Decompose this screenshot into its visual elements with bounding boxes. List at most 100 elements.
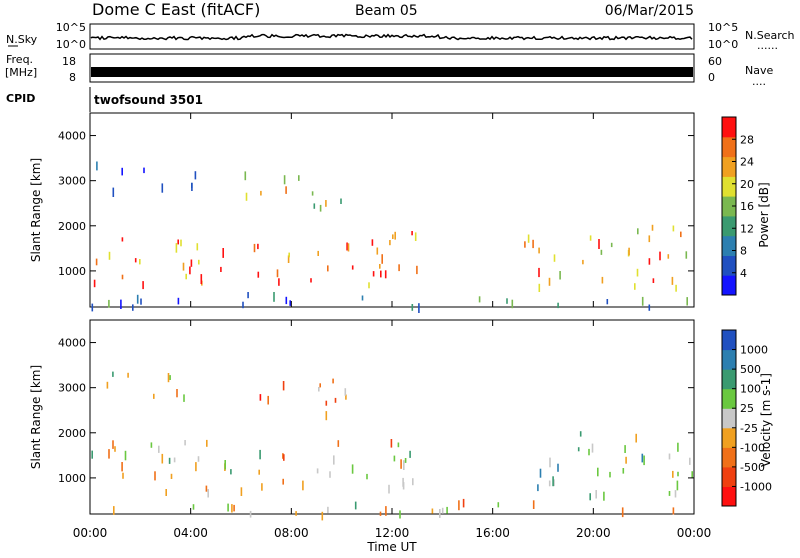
echo-cell <box>192 504 195 510</box>
noise-strip-frame <box>89 23 695 50</box>
echo-cell <box>552 476 554 487</box>
colorbar-segment <box>722 255 736 276</box>
echo-cell <box>446 506 448 514</box>
freq-tick-top: 18 <box>62 55 76 68</box>
echo-cell <box>207 489 209 498</box>
colorbar-segment <box>722 330 736 351</box>
echo-cell <box>319 383 321 388</box>
velocity-panel: 1000 2000 3000 4000 Slant Range [km] 1000 50… <box>29 319 773 521</box>
colorbar-segment <box>722 427 736 448</box>
colorbar-segment <box>722 408 736 429</box>
echo-cell <box>361 295 364 301</box>
echo-cell <box>96 161 98 171</box>
freq-tick-bottom: 8 <box>69 71 76 84</box>
echo-cell <box>114 446 116 452</box>
velocity-panel-frame <box>89 319 695 515</box>
echo-cell <box>441 507 444 514</box>
frequency-strip-frame <box>89 53 695 83</box>
echo-cell <box>676 480 679 491</box>
echo-cell <box>121 237 124 242</box>
echo-cell <box>390 439 393 448</box>
echo-cell <box>298 175 300 181</box>
echo-cell <box>597 467 599 477</box>
date-label: 06/Mar/2015 <box>605 3 694 19</box>
echo-cell <box>282 453 284 459</box>
echo-cell <box>478 296 481 303</box>
echo-cell <box>285 186 287 194</box>
colorbar-tick-label: -100 <box>740 441 765 454</box>
echo-cell <box>648 258 651 265</box>
echo-cell <box>245 192 248 201</box>
colorbar-segment <box>722 388 736 409</box>
echo-cell <box>170 473 173 479</box>
echo-cell <box>606 299 609 305</box>
echo-cell <box>524 241 526 248</box>
echo-cell <box>112 440 114 449</box>
echo-cell <box>651 224 654 231</box>
echo-cell <box>527 234 530 243</box>
echo-cell <box>173 457 176 463</box>
colorbar-segment <box>722 466 736 487</box>
colorbar-segment <box>722 136 736 158</box>
echo-cell <box>158 445 160 453</box>
echo-cell <box>376 247 379 255</box>
x-tick-label: 04:00 <box>173 526 208 540</box>
echo-cell <box>497 502 500 508</box>
echo-cell <box>399 510 401 519</box>
power-panel: 1000 2000 3000 4000 Slant Range [km] 4 8 12 16… <box>29 112 771 313</box>
search-tick-bottom: 10^0 <box>708 38 738 51</box>
echo-cell <box>257 243 259 250</box>
cpid-strip: CPID twofsound 3501 <box>6 87 203 112</box>
echo-cell <box>261 483 263 491</box>
echo-cell <box>112 187 115 197</box>
echo-cell <box>242 301 244 309</box>
sky-label: N.Sky <box>6 33 38 46</box>
echo-cell <box>161 183 164 193</box>
echo-cell <box>108 251 111 260</box>
echo-cell <box>168 457 171 464</box>
x-tick-label: 00:00 <box>677 526 712 540</box>
echo-cell <box>220 266 222 272</box>
search-label: N.Search <box>745 29 795 42</box>
y-tick-label: 2000 <box>58 220 86 233</box>
echo-cell <box>340 198 342 204</box>
velocity-colorbar-label: Velocity [m s-1] <box>759 373 773 467</box>
echo-cell <box>278 278 280 286</box>
echo-cell <box>672 507 675 515</box>
echo-cell <box>140 298 142 305</box>
power-panel-frame <box>89 112 695 308</box>
colorbar-tick-label: 25 <box>740 402 754 415</box>
power-y-ticks: 1000 2000 3000 4000 <box>58 130 694 278</box>
echo-cell <box>591 443 594 453</box>
echo-cell <box>506 298 508 304</box>
power-echo-cells <box>91 161 688 313</box>
colorbar-tick-label: 12 <box>740 222 754 235</box>
echo-cell <box>167 373 170 383</box>
echo-cell <box>672 225 675 232</box>
echo-cell <box>559 271 561 280</box>
echo-cell <box>539 468 542 478</box>
colorbar-tick-label: -500 <box>740 461 765 474</box>
echo-cell <box>548 277 551 286</box>
echo-cell <box>258 469 260 475</box>
echo-cell <box>400 459 402 469</box>
echo-cell <box>325 200 327 207</box>
echo-cell <box>287 255 290 263</box>
echo-cell <box>175 243 178 253</box>
echo-cell <box>411 231 413 236</box>
echo-cell <box>553 479 555 487</box>
echo-cell <box>628 247 630 256</box>
echo-cell <box>282 381 285 391</box>
echo-cell <box>648 235 651 243</box>
echo-cell <box>537 484 539 492</box>
echo-cell <box>621 507 624 518</box>
echo-cell <box>398 264 400 272</box>
echo-cell <box>127 372 129 378</box>
echo-cell <box>321 511 324 521</box>
echo-cell <box>165 489 167 496</box>
echo-cell <box>677 471 679 477</box>
echo-cell <box>624 445 626 453</box>
nave-tick-top: 60 <box>708 55 722 68</box>
colorbar-segment <box>722 196 736 217</box>
